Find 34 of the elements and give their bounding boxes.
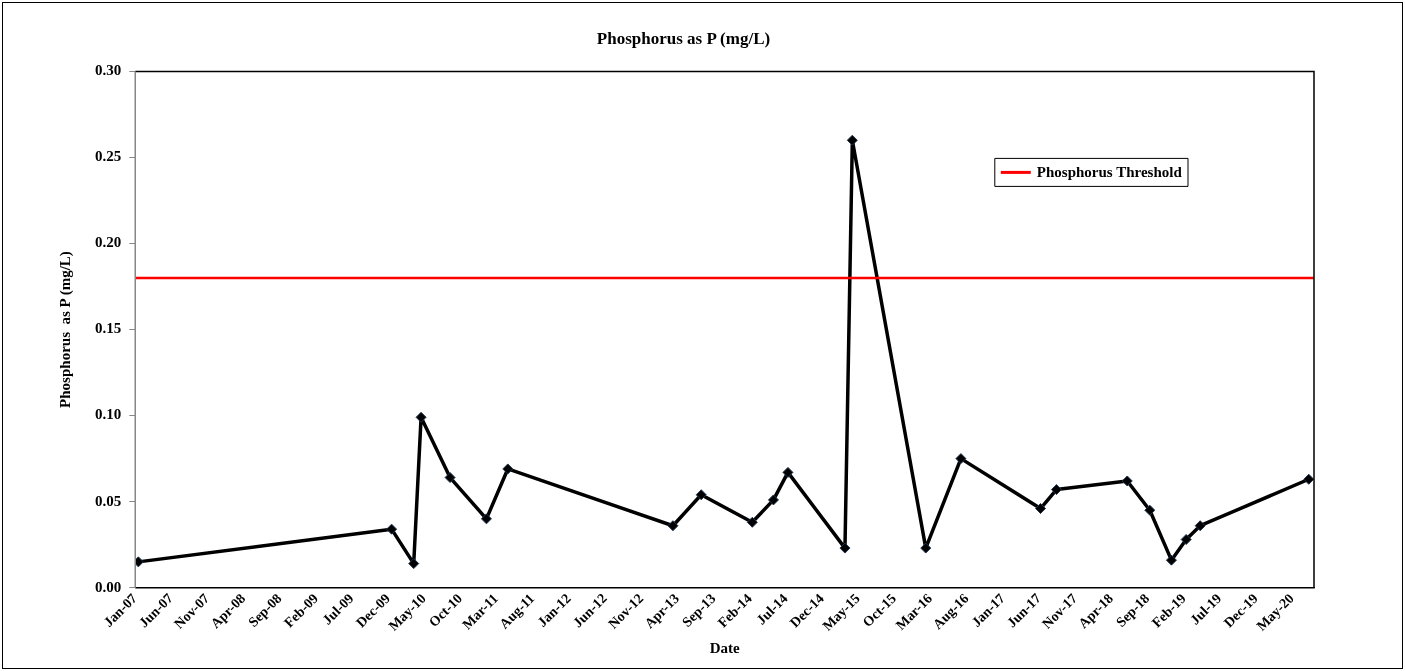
point [1165,554,1177,566]
legend-label: Phosphorus Threshold [1036,164,1183,181]
point [1121,475,1133,487]
y-tick-label: 0.05 [95,492,122,509]
point [920,542,932,554]
y-axis-title: Phosphorus as P (mg/L) [56,251,74,408]
point [782,466,794,478]
point [386,523,398,535]
point [415,411,427,423]
y-tick-label: 0.20 [95,234,122,251]
y-tick-label: 0.15 [95,320,122,337]
point [955,453,967,465]
point [480,513,492,525]
point [839,542,851,554]
point [1303,473,1314,485]
point [767,494,779,506]
y-tick-label: 0.25 [95,148,122,165]
point [846,134,858,146]
point [667,520,679,532]
point [695,489,707,501]
point [444,472,456,484]
y-tick-label: 0.10 [95,406,122,423]
point [502,463,514,475]
point [1144,504,1156,516]
y-tick-label: 0.30 [95,62,122,79]
point [746,516,758,528]
point [1194,520,1206,532]
point [408,558,420,570]
x-axis-title: Date [709,639,740,656]
point [1050,484,1062,496]
y-tick-label: 0.00 [95,578,122,595]
point [1035,503,1047,515]
point [1180,534,1192,545]
chart-title: Phosphorus as P (mg/L) [596,28,771,48]
